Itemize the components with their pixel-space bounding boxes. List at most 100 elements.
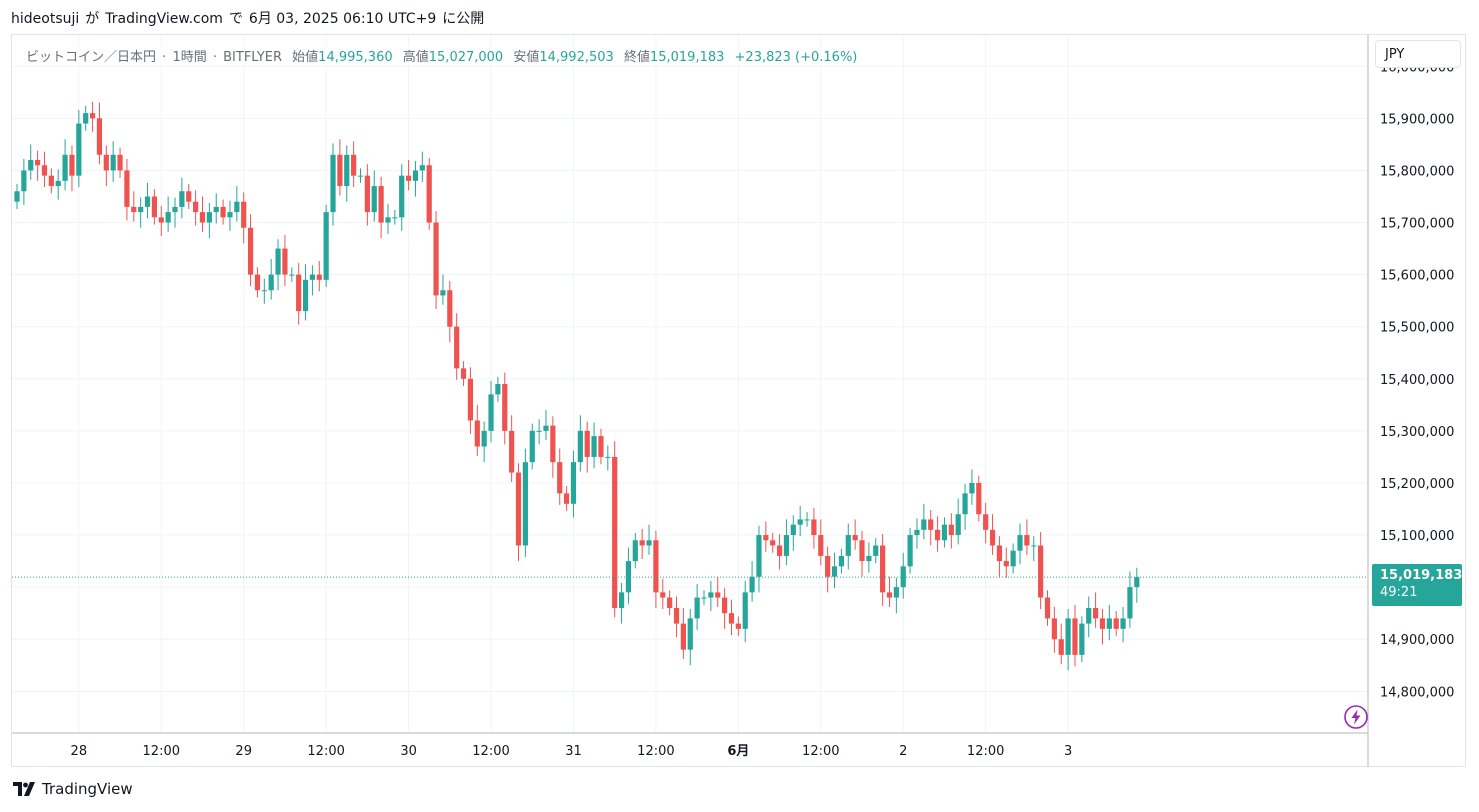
candle xyxy=(227,212,233,218)
candle xyxy=(776,545,783,556)
y-axis-tick-label: 15,800,000 xyxy=(1380,164,1454,179)
x-axis-tick-label: 12:00 xyxy=(307,744,344,759)
footer-brand: TradingView xyxy=(42,780,133,798)
candle xyxy=(62,154,68,181)
candle xyxy=(564,493,570,504)
candle xyxy=(969,482,975,494)
candle xyxy=(770,540,776,546)
candle xyxy=(412,170,419,181)
candle xyxy=(694,597,700,619)
candle xyxy=(502,384,508,431)
candle xyxy=(577,430,583,463)
y-axis-tick-label: 15,300,000 xyxy=(1380,425,1454,440)
candle xyxy=(763,535,769,541)
candle xyxy=(296,274,302,312)
candle xyxy=(193,201,199,213)
candle xyxy=(632,540,638,562)
candle xyxy=(440,290,446,296)
last-price-tag: 15,019,183 49:21 xyxy=(1372,564,1462,606)
candle xyxy=(522,462,528,546)
candle xyxy=(96,118,103,155)
author-name[interactable]: hideotsuji xyxy=(11,11,80,27)
candle xyxy=(831,566,838,577)
y-axis-tick-label: 14,800,000 xyxy=(1380,685,1454,700)
candle xyxy=(275,248,281,275)
y-axis-tick-label: 15,500,000 xyxy=(1380,321,1454,336)
candle xyxy=(199,212,206,223)
candle xyxy=(309,274,316,280)
candle xyxy=(371,186,377,213)
candle xyxy=(302,279,309,312)
candle xyxy=(247,227,254,275)
candle xyxy=(103,154,109,171)
candle xyxy=(722,597,728,614)
candle xyxy=(1113,618,1119,629)
candle xyxy=(206,212,212,223)
candle xyxy=(48,175,54,187)
candle xyxy=(186,191,192,202)
candle xyxy=(543,425,549,431)
candle xyxy=(570,462,577,504)
candle xyxy=(1038,545,1044,598)
tradingview-footer[interactable]: TradingView xyxy=(13,780,133,798)
candle xyxy=(330,154,336,213)
tradingview-logo-icon xyxy=(13,782,35,796)
x-axis-tick-label: 29 xyxy=(235,744,252,759)
candle xyxy=(1079,623,1085,655)
candle xyxy=(351,154,357,176)
candle xyxy=(701,597,707,599)
candle xyxy=(1099,618,1106,629)
candle xyxy=(667,597,673,608)
candle xyxy=(825,555,831,577)
x-axis-tick-label: 12:00 xyxy=(802,744,839,759)
candle xyxy=(625,561,632,593)
y-axis-tick-label: 15,400,000 xyxy=(1380,373,1454,388)
candle xyxy=(454,326,460,369)
candle xyxy=(934,529,941,541)
candle xyxy=(591,436,597,457)
candle xyxy=(179,191,185,207)
candle xyxy=(687,618,693,650)
x-axis-tick-label: 12:00 xyxy=(143,744,180,759)
candle xyxy=(213,206,219,213)
candle xyxy=(1003,561,1009,567)
candle xyxy=(955,514,961,536)
x-axis-tick-label: 3 xyxy=(1064,744,1072,759)
close-value: 15,019,183 xyxy=(649,50,725,65)
header-particle-ga: が xyxy=(85,11,100,27)
candle xyxy=(1127,587,1133,619)
currency-button[interactable]: JPY xyxy=(1375,40,1461,68)
candle xyxy=(536,430,542,432)
change-value: +23,823 (+0.16%) xyxy=(734,50,858,65)
candle xyxy=(680,623,686,650)
low-label: 安値 xyxy=(513,50,540,65)
candle xyxy=(481,430,487,447)
exchange-label: BITFLYER xyxy=(223,50,283,65)
open-value: 14,995,360 xyxy=(318,50,393,65)
candle xyxy=(797,519,803,525)
symbol-name[interactable]: ビットコイン／日本円 xyxy=(26,50,157,65)
candle xyxy=(220,206,226,218)
y-axis-tick-label: 15,700,000 xyxy=(1380,217,1454,232)
candle xyxy=(124,170,130,207)
candle xyxy=(941,524,948,541)
candle xyxy=(529,430,535,463)
candle xyxy=(783,535,790,556)
candle xyxy=(138,206,144,213)
candle xyxy=(653,540,659,593)
candle xyxy=(1031,545,1037,547)
x-axis-tick-label: 12:00 xyxy=(967,744,1004,759)
candle xyxy=(110,154,116,171)
legend-separator: · xyxy=(212,50,217,65)
lightning-icon[interactable] xyxy=(1343,704,1369,730)
candle xyxy=(89,113,96,119)
open-label: 始値 xyxy=(292,50,319,65)
candle xyxy=(639,540,645,546)
candle xyxy=(893,587,899,598)
candle xyxy=(1120,618,1126,629)
candle xyxy=(914,529,920,536)
candle xyxy=(399,175,405,218)
candle xyxy=(866,555,872,562)
interval-label[interactable]: 1時間 xyxy=(172,50,207,65)
